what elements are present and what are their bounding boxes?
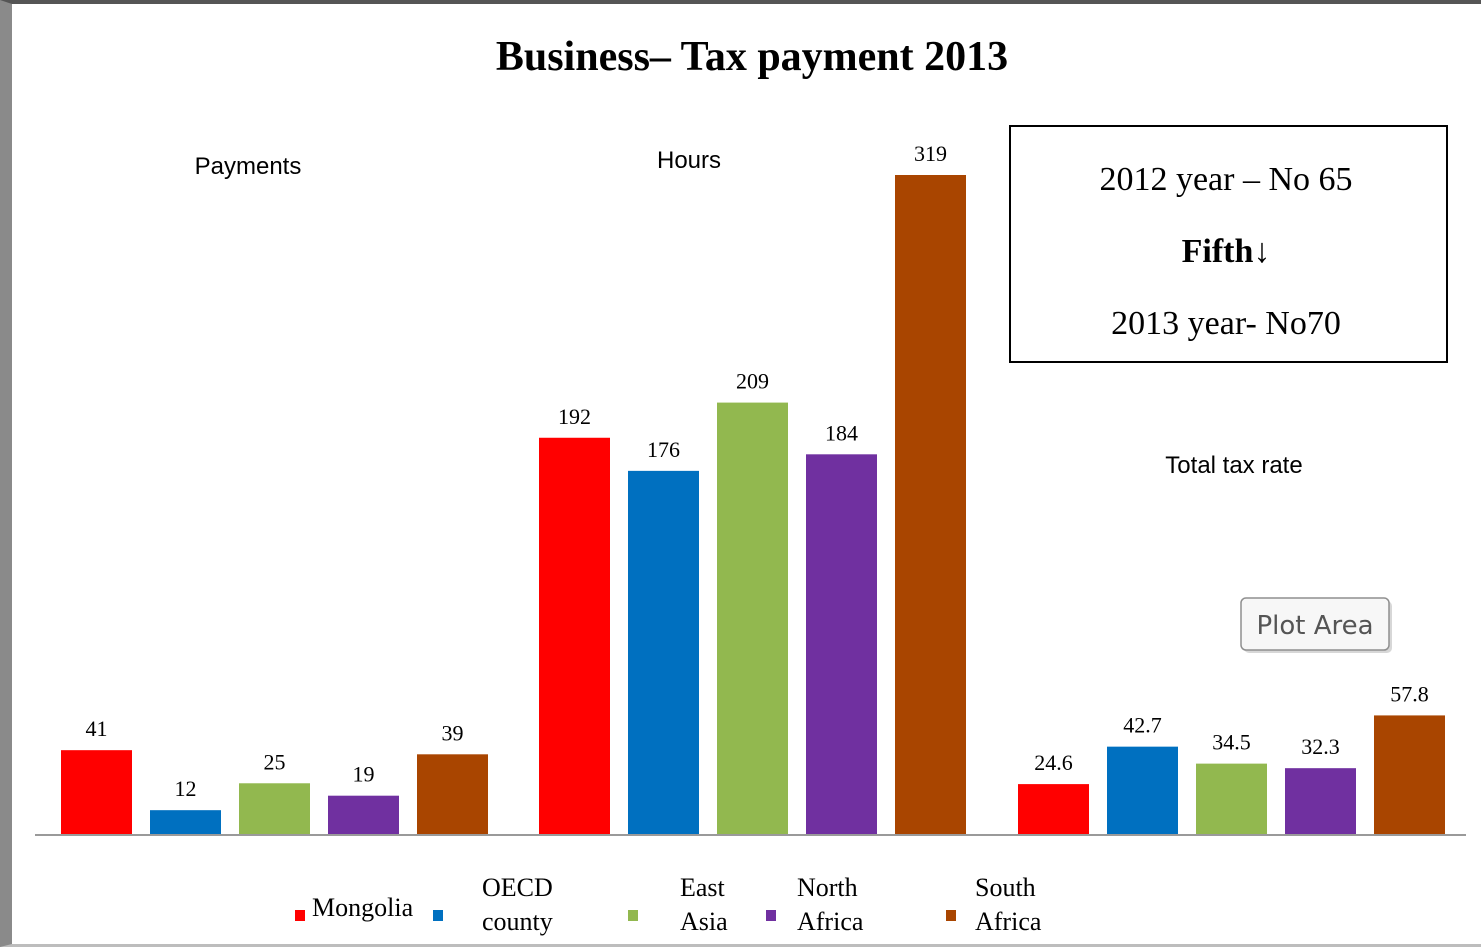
- legend-label-south-africa: South: [975, 873, 1036, 902]
- group-labels-layer: Payments Hours Total tax rate: [195, 147, 1303, 479]
- legend-marker-mongolia: [295, 910, 305, 921]
- data-label: 57.8: [1390, 681, 1429, 706]
- data-labels-layer: 41 12 25 19 39 192 176 209 184 319 24.6 42.7 34.5 32.…: [86, 141, 1429, 801]
- bar-hours-north-africa: [806, 454, 877, 835]
- bar-total-tax-rate-east-asia: [1196, 763, 1267, 835]
- group-label-payments: Payments: [195, 153, 302, 180]
- bar-hours-oecd-county: [628, 470, 699, 835]
- info-line-2012: 2012 year – No 65: [1099, 161, 1352, 198]
- bar-total-tax-rate-south-africa: [1374, 715, 1445, 835]
- legend-label-east-asia: Asia: [680, 907, 728, 936]
- bar-hours-south-africa: [895, 175, 966, 835]
- chart-title: Business– Tax payment 2013: [496, 34, 1008, 80]
- bar-total-tax-rate-north-africa: [1285, 768, 1356, 835]
- tooltip-box: [1240, 597, 1390, 651]
- data-label: 41: [86, 716, 108, 741]
- legend-label-south-africa: Africa: [975, 907, 1042, 936]
- bar-payments-south-africa: [417, 754, 488, 835]
- data-label: 319: [914, 141, 947, 166]
- data-label: 176: [647, 437, 680, 462]
- info-line-2013: 2013 year- No70: [1111, 305, 1341, 342]
- bar-total-tax-rate-oecd-county: [1107, 746, 1178, 835]
- legend-label-north-africa: Africa: [797, 907, 864, 936]
- bar-total-tax-rate-mongolia: [1018, 784, 1089, 835]
- legend: Mongolia OECD county East Asia North Africa Sou…: [295, 873, 1042, 936]
- legend-label-mongolia: Mongolia: [312, 893, 414, 922]
- data-label: 39: [442, 720, 464, 745]
- info-box: 2012 year – No 65 Fifth↓ 2013 year- No70: [1009, 125, 1448, 363]
- legend-marker-east-asia: [628, 910, 638, 921]
- bar-hours-mongolia: [539, 437, 610, 835]
- legend-label-oecd-county: county: [482, 907, 553, 936]
- bar-payments-mongolia: [61, 750, 132, 835]
- bar-payments-oecd-county: [150, 810, 221, 835]
- bars-layer: [61, 175, 1445, 835]
- data-label: 42.7: [1123, 713, 1162, 738]
- bar-payments-north-africa: [328, 795, 399, 835]
- data-label: 12: [175, 776, 197, 801]
- group-label-hours: Hours: [657, 147, 721, 174]
- data-label: 192: [558, 404, 591, 429]
- group-label-total-tax-rate: Total tax rate: [1165, 452, 1302, 479]
- legend-label-oecd-county: OECD: [482, 873, 553, 902]
- data-label: 34.5: [1212, 730, 1251, 755]
- plot-area-tooltip: Plot Area: [1240, 597, 1392, 653]
- legend-label-east-asia: East: [680, 873, 726, 902]
- data-label: 209: [736, 369, 769, 394]
- data-label: 32.3: [1301, 734, 1340, 759]
- info-line-rank: Fifth↓: [1182, 233, 1271, 270]
- bar-payments-east-asia: [239, 783, 310, 835]
- legend-marker-south-africa: [946, 910, 956, 921]
- info-box-border: [1009, 125, 1448, 363]
- data-label: 25: [264, 749, 286, 774]
- tooltip-label: Plot Area: [1256, 611, 1373, 641]
- data-label: 19: [353, 762, 375, 787]
- bar-hours-east-asia: [717, 402, 788, 835]
- legend-marker-oecd-county: [433, 910, 443, 921]
- legend-marker-north-africa: [766, 910, 776, 921]
- data-label: 24.6: [1034, 750, 1073, 775]
- data-label: 184: [825, 420, 858, 445]
- legend-label-north-africa: North: [797, 873, 858, 902]
